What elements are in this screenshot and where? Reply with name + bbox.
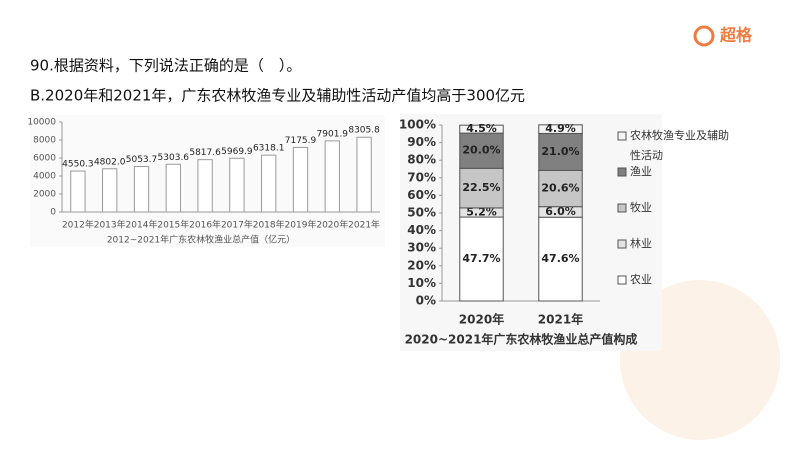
- y-tick-label: 0%: [416, 294, 436, 308]
- legend-entry: 渔业: [630, 165, 652, 178]
- value-label: 20.0%: [462, 144, 500, 157]
- x-tick-label: 2015年: [157, 219, 189, 231]
- logo-icon: [693, 25, 715, 47]
- value-label: 8305.8: [348, 126, 380, 136]
- value-label: 22.5%: [462, 181, 500, 194]
- value-label: 7901.9: [317, 129, 349, 139]
- x-tick-label: 2021年: [538, 312, 583, 327]
- bar: [261, 154, 277, 213]
- value-label: 21.0%: [541, 145, 579, 158]
- legend-swatch: [617, 167, 627, 177]
- value-label: 5053.7: [126, 155, 158, 165]
- legend-swatch: [617, 131, 627, 141]
- bar: [324, 140, 340, 213]
- brand: 超格: [719, 26, 753, 45]
- y-tick-label: 10%: [407, 276, 436, 290]
- bar-segment: [538, 169, 583, 208]
- y-tick-label: 4000: [33, 172, 56, 182]
- value-label: 4.9%: [545, 122, 576, 135]
- y-tick-label: 70%: [407, 170, 436, 184]
- value-label: 6.0%: [545, 205, 576, 218]
- chart-title: 2012~2021年广东农林牧渔业总产值（亿元）: [107, 234, 295, 246]
- y-tick-label: 20%: [407, 258, 436, 272]
- value-label: 7175.9: [285, 136, 317, 146]
- y-tick-label: 80%: [407, 153, 436, 167]
- bar-segment: [538, 216, 583, 302]
- legend-label: 渔业: [630, 165, 652, 178]
- x-tick-label: 2013年: [94, 219, 126, 231]
- x-tick-label: 2017年: [221, 219, 253, 231]
- legend-swatch: [617, 239, 627, 249]
- legend-label: 农林牧渔专业及辅助性活动: [630, 129, 729, 162]
- bar: [70, 170, 86, 213]
- value-label: 47.7%: [462, 252, 500, 265]
- bar: [229, 157, 245, 213]
- x-tick-label: 2016年: [189, 219, 221, 231]
- value-label: 4802.0: [94, 157, 126, 167]
- bar: [197, 159, 213, 213]
- value-label: 4.5%: [466, 122, 497, 135]
- value-label: 6318.1: [253, 144, 285, 154]
- bar: [133, 166, 150, 213]
- x-tick-label: 2014年: [126, 219, 158, 231]
- bar: [292, 146, 309, 213]
- bar-segment: [459, 124, 504, 134]
- bar-segment: [538, 132, 583, 171]
- option: B.2020年和2021年，广东农林牧渔专业及辅助性活动产值均高于300亿元: [30, 87, 525, 105]
- legend-entry: 牧业: [630, 201, 652, 214]
- y-tick-label: 40%: [407, 223, 436, 237]
- legend-swatch: [617, 203, 627, 213]
- value-label: 47.6%: [541, 252, 579, 265]
- legend-label: 林业: [630, 237, 652, 250]
- y-tick-label: 50%: [407, 206, 436, 220]
- chart-title: 2020~2021年广东农林牧渔业总产值构成: [405, 332, 638, 347]
- value-label: 5969.9: [221, 147, 253, 157]
- x-tick-label: 2012年: [62, 219, 94, 231]
- y-tick-label: 30%: [407, 241, 436, 255]
- y-tick-label: 10000: [27, 118, 56, 128]
- y-tick-label: 100%: [399, 118, 436, 132]
- y-tick-label: 0: [50, 208, 56, 218]
- legend-entry: 农业: [630, 273, 652, 286]
- value-label: 4550.3: [62, 160, 94, 170]
- legend-entry: 林业: [630, 237, 652, 250]
- bar-segment: [459, 132, 504, 169]
- value-label: 20.6%: [541, 182, 579, 195]
- bar: [356, 136, 372, 213]
- x-tick-label: 2021年: [348, 219, 380, 231]
- x-tick-label: 2018年: [253, 219, 285, 231]
- bar: [102, 168, 118, 213]
- y-tick-label: 60%: [407, 188, 436, 202]
- x-tick-label: 2020年: [459, 312, 504, 327]
- chart-bg: [400, 114, 662, 351]
- legend-label: 牧业: [630, 201, 652, 214]
- value-label: 5.2%: [466, 205, 497, 218]
- bar-segment: [459, 216, 504, 302]
- y-tick-label: 6000: [33, 154, 56, 164]
- legend-swatch: [617, 275, 627, 285]
- bar: [165, 163, 181, 213]
- value-label: 5817.6: [189, 148, 221, 158]
- value-label: 5303.6: [158, 153, 190, 163]
- x-tick-label: 2019年: [285, 219, 317, 231]
- x-tick-label: 2020年: [316, 219, 348, 231]
- y-tick-label: 90%: [407, 135, 436, 149]
- bar-segment: [459, 167, 504, 209]
- legend-entry: 农林牧渔专业及辅助性活动: [630, 129, 729, 162]
- y-tick-label: 2000: [33, 190, 56, 200]
- bar-segment: [538, 124, 583, 134]
- y-tick-label: 8000: [33, 136, 56, 146]
- legend-label: 农业: [630, 273, 652, 286]
- question: 90.根据资料，下列说法正确的是（ ）。: [30, 57, 301, 75]
